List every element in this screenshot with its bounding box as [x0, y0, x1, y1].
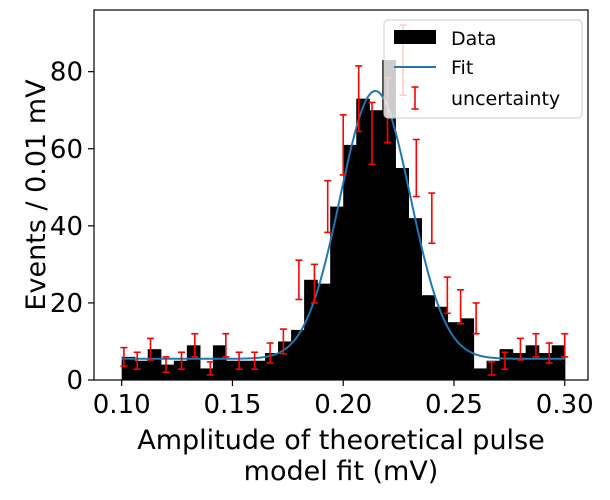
histogram-bar — [186, 345, 201, 380]
histogram-bars — [121, 60, 566, 381]
error-bar — [206, 361, 214, 376]
error-bar — [222, 332, 230, 358]
histogram-bar — [512, 353, 527, 380]
histogram-bar — [395, 168, 409, 380]
histogram-bar — [551, 345, 566, 380]
legend-swatch-data — [394, 30, 436, 44]
histogram-bar — [317, 283, 331, 380]
x-tick-label: 0.20 — [314, 390, 372, 420]
histogram-bar — [408, 218, 422, 381]
histogram-bar — [486, 360, 501, 380]
y-axis-ticks: 0 20 40 60 80 — [50, 58, 94, 396]
error-bar — [457, 289, 465, 325]
y-tick-label: 40 — [50, 212, 83, 242]
error-bar — [488, 361, 496, 376]
histogram-bar — [252, 360, 266, 380]
histogram-bar — [356, 98, 370, 381]
legend-box — [383, 19, 583, 119]
error-bar — [235, 351, 243, 371]
histogram-bar — [265, 353, 279, 380]
y-axis-label: Events / 0.01 mV — [21, 79, 52, 311]
error-bars — [120, 24, 569, 376]
error-bar — [295, 259, 303, 301]
legend-label-uncertainty: uncertainty — [451, 88, 560, 110]
histogram-bar — [121, 356, 136, 381]
x-tick-label: 0.30 — [536, 390, 594, 420]
error-bar — [516, 337, 524, 361]
error-bar — [428, 192, 436, 244]
histogram-bar — [134, 360, 149, 380]
histogram-bar — [473, 368, 488, 380]
error-bar — [561, 332, 569, 358]
error-bar — [266, 342, 274, 364]
x-tick-label: 0.10 — [93, 390, 151, 420]
error-bar — [545, 342, 553, 364]
legend-swatch-uncertainty — [411, 86, 419, 110]
error-bar — [191, 332, 199, 358]
error-bar — [472, 302, 480, 335]
error-bar — [339, 114, 347, 176]
x-tick-label: 0.25 — [425, 390, 483, 420]
histogram-bar — [434, 306, 449, 380]
histogram-bar — [212, 345, 227, 380]
x-axis-label-line-2: model fit (mV) — [244, 456, 439, 487]
x-tick-label: 0.15 — [204, 390, 262, 420]
histogram-bar — [330, 206, 344, 380]
error-bar — [146, 337, 154, 361]
error-bar — [355, 65, 363, 133]
legend-label-data: Data — [451, 28, 496, 50]
histogram-bar — [173, 360, 188, 380]
error-bar — [532, 332, 540, 358]
histogram-bar — [447, 322, 462, 380]
histogram-bar — [525, 345, 540, 380]
y-tick-label: 20 — [50, 289, 83, 319]
histogram-bar — [225, 360, 240, 380]
error-bar — [310, 263, 318, 304]
error-bar — [178, 351, 186, 371]
histogram-bar — [369, 110, 383, 381]
error-bar — [133, 351, 141, 371]
histogram-bar — [278, 341, 292, 380]
legend: Data Fit uncertainty — [383, 19, 583, 119]
error-bar — [443, 276, 451, 315]
histogram-bar — [238, 360, 253, 380]
histogram-bar — [343, 144, 357, 380]
legend-label-fit: Fit — [451, 57, 473, 79]
error-bar — [368, 101, 376, 165]
y-tick-label: 80 — [50, 58, 83, 88]
x-axis-label-line-1: Amplitude of theoretical pulse — [137, 425, 545, 456]
error-bar — [162, 356, 170, 374]
plot-frame — [93, 9, 589, 381]
y-tick-label: 0 — [66, 366, 83, 396]
histogram-bar — [499, 349, 514, 380]
fit-curve-layer — [121, 89, 565, 360]
error-bar — [251, 351, 259, 371]
y-tick-label: 60 — [50, 135, 83, 165]
histogram-bar — [382, 60, 396, 380]
error-bar — [279, 328, 287, 355]
error-bar — [120, 346, 128, 367]
histogram-bar — [199, 368, 214, 380]
error-bar — [501, 351, 509, 371]
histogram-bar — [304, 279, 318, 380]
x-axis-ticks: 0.10 0.15 0.20 0.25 0.30 — [93, 380, 594, 420]
error-bar — [324, 179, 332, 234]
histogram-bar — [421, 295, 436, 380]
fit-curve — [121, 89, 565, 360]
histogram-bar — [538, 353, 553, 380]
error-bar — [412, 138, 420, 198]
histogram-bar — [291, 329, 305, 380]
